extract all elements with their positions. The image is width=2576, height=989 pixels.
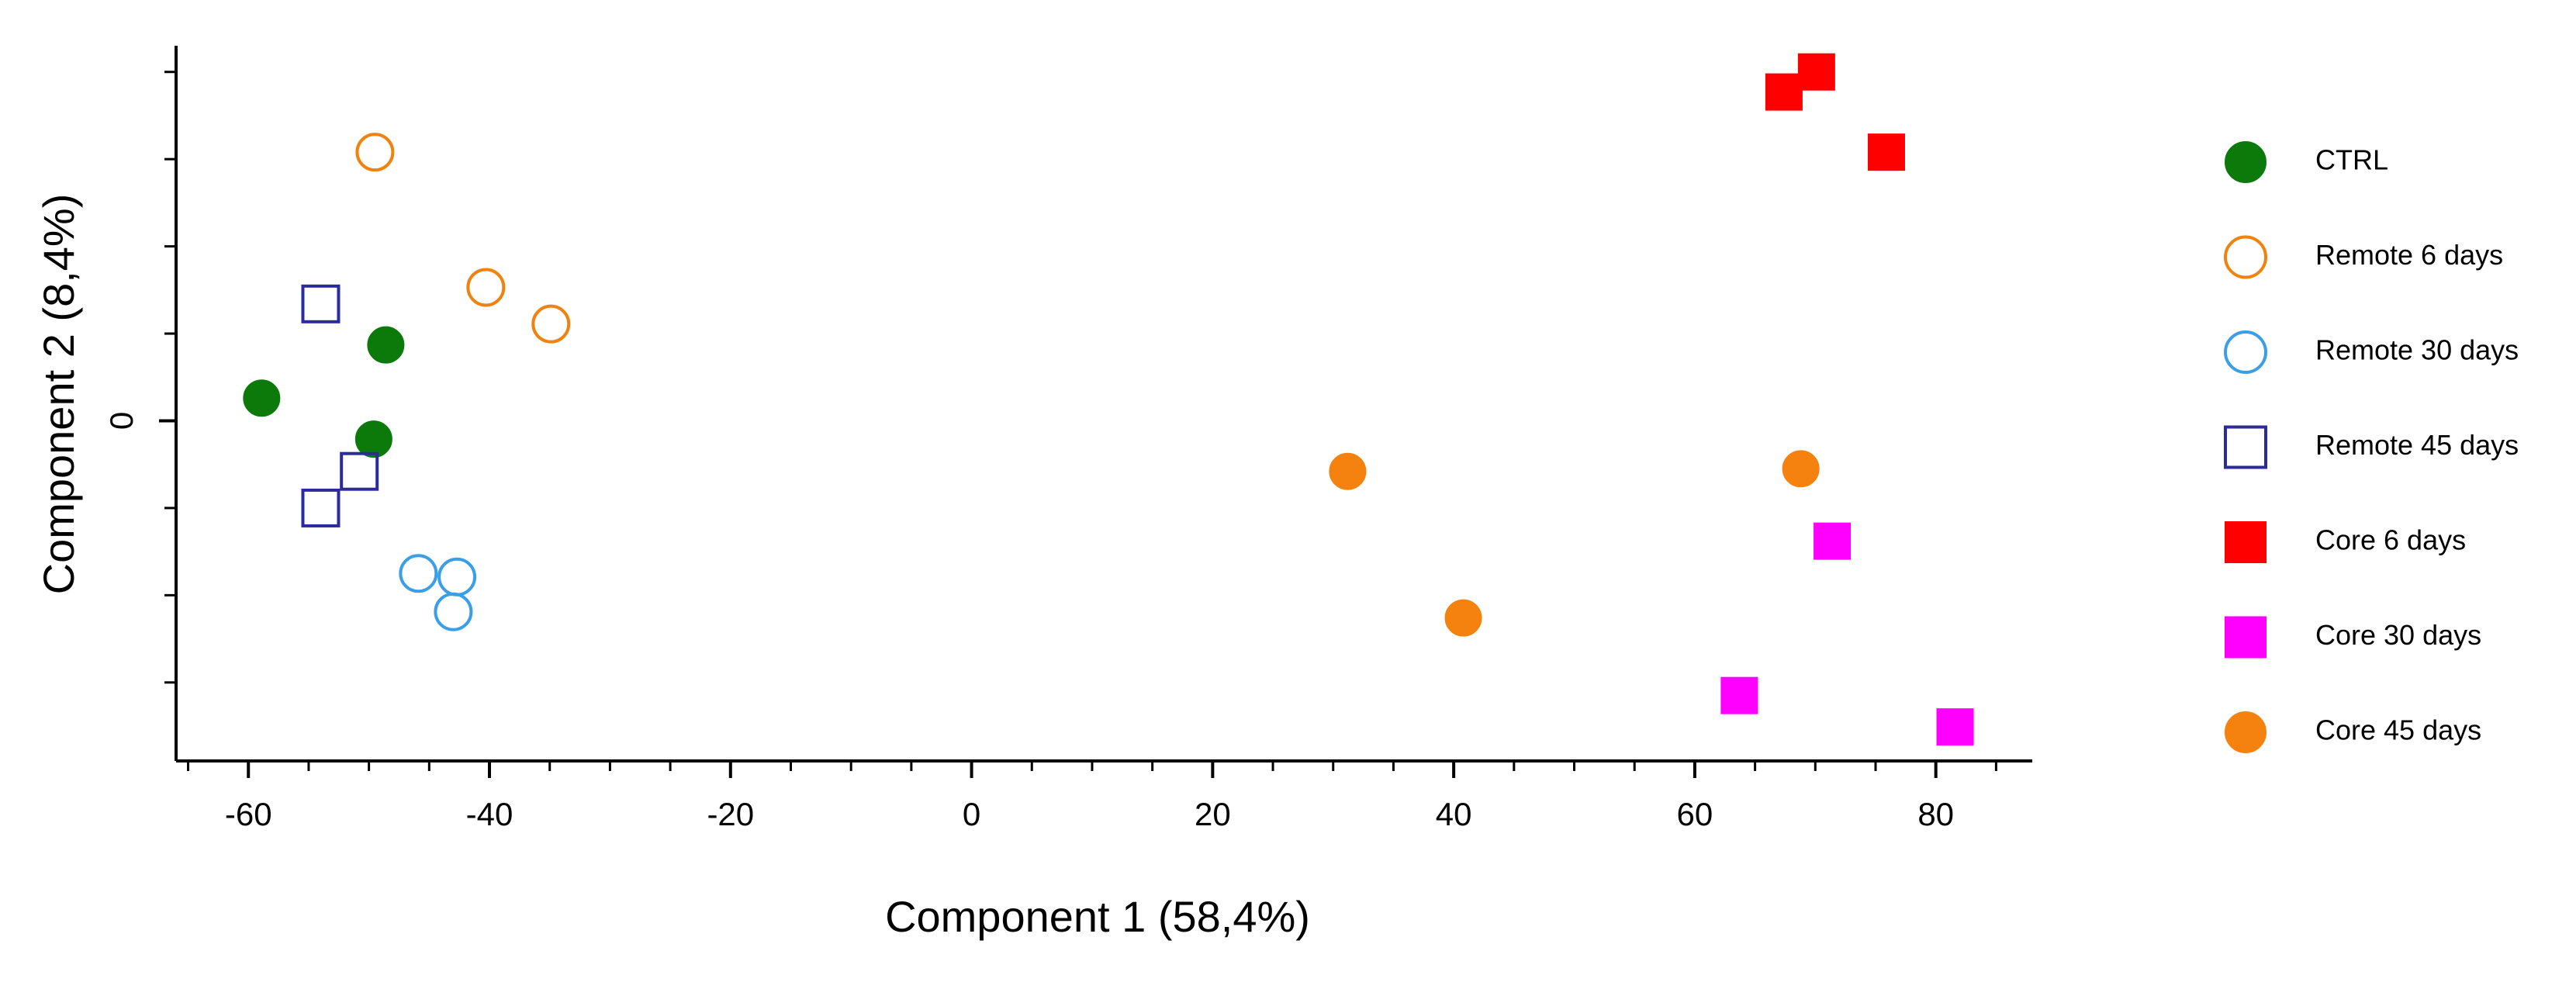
point: [1765, 73, 1803, 111]
legend-label: CTRL: [2315, 144, 2388, 176]
legend-marker: [2225, 616, 2267, 659]
x-tick-label: 80: [1917, 796, 1954, 832]
point: [301, 488, 341, 527]
legend-marker: [2225, 711, 2267, 753]
point: [1720, 676, 1758, 714]
legend-marker: [2224, 235, 2267, 279]
legend-marker: [2225, 521, 2267, 563]
legend-marker: [2224, 330, 2267, 374]
point: [437, 557, 477, 597]
point: [531, 304, 571, 344]
legend-label: Core 30 days: [2315, 619, 2481, 651]
point: [1814, 522, 1852, 560]
x-tick-label: -20: [707, 796, 754, 832]
x-tick-label: 0: [963, 796, 980, 832]
point: [466, 268, 506, 307]
y-axis-title: Component 2 (8,4%): [34, 194, 83, 595]
point: [1782, 450, 1820, 488]
legend-marker: [2225, 141, 2267, 183]
point: [355, 133, 395, 172]
point: [340, 451, 379, 491]
point: [1444, 599, 1482, 637]
legend-label: Remote 45 days: [2315, 429, 2519, 461]
point: [1867, 133, 1905, 171]
point: [367, 326, 405, 364]
point: [354, 420, 392, 458]
x-tick-label: 60: [1677, 796, 1713, 832]
legend-label: Remote 6 days: [2315, 239, 2503, 271]
x-tick-label: -40: [466, 796, 513, 832]
x-tick-label: 20: [1195, 796, 1231, 832]
x-tick-label: 40: [1436, 796, 1472, 832]
legend-label: Core 45 days: [2315, 714, 2481, 746]
x-tick-label: -60: [225, 796, 272, 832]
point: [434, 592, 473, 631]
x-axis-title: Component 1 (58,4%): [885, 892, 1310, 941]
legend-label: Remote 30 days: [2315, 334, 2519, 366]
legend-label: Core 6 days: [2315, 524, 2466, 556]
point: [399, 554, 438, 593]
point: [243, 379, 281, 417]
point: [1936, 708, 1974, 746]
y-tick-label: 0: [103, 412, 140, 430]
point: [1797, 53, 1835, 91]
legend-marker: [2224, 425, 2267, 469]
point: [301, 284, 341, 323]
point: [1329, 452, 1367, 490]
